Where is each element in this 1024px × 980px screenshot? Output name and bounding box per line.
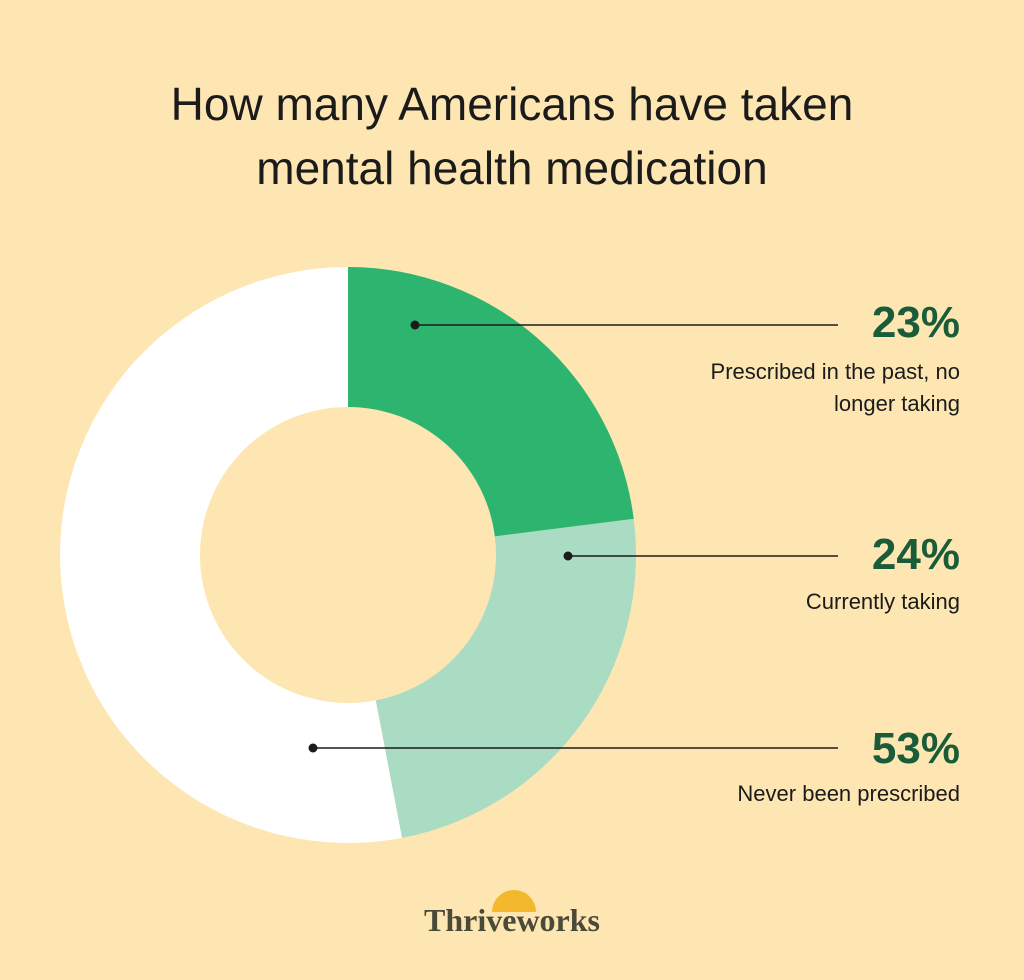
donut-slice	[60, 267, 402, 843]
value-label: 53%	[871, 724, 960, 773]
leader-dot	[308, 743, 318, 753]
category-label: Never been prescribed	[737, 781, 960, 806]
logo-sun	[492, 890, 536, 912]
category-label: Prescribed in the past, no longer taking	[710, 359, 960, 416]
leader-dot	[410, 320, 420, 330]
value-label: 24%	[871, 530, 960, 579]
category-label: Currently taking	[805, 589, 960, 614]
donut-slice	[375, 518, 636, 838]
donut-slice	[348, 267, 634, 537]
leader-dot	[563, 551, 573, 561]
brand-logo: Thriveworks	[424, 902, 600, 938]
chart-title: How many Americans have taken mental hea…	[170, 78, 854, 194]
value-label: 23%	[871, 298, 960, 347]
